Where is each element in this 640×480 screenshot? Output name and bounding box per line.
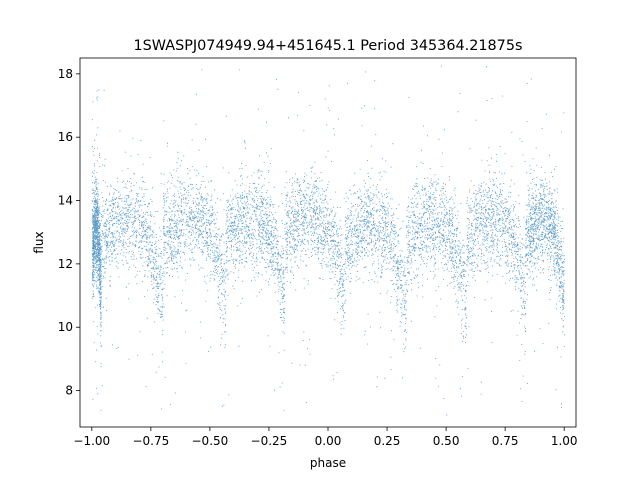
y-tick-label: 14 — [58, 194, 73, 208]
x-tick-label: 0.25 — [374, 434, 401, 448]
y-axis-label: flux — [32, 231, 46, 253]
x-axis-ticks: −1.00 −0.75 −0.50 −0.25 0.00 0.25 0.50 0.75 1.00 — [73, 427, 578, 448]
chart-title: 1SWASPJ074949.94+451645.1 Period 345364.… — [134, 38, 523, 54]
x-tick-label: −0.75 — [132, 434, 169, 448]
x-tick-label: 0.75 — [492, 434, 519, 448]
y-tick-label: 16 — [58, 130, 73, 144]
x-tick-label: 1.00 — [551, 434, 578, 448]
y-tick-label: 8 — [65, 384, 73, 398]
x-tick-label: 0.50 — [433, 434, 460, 448]
x-axis-label: phase — [310, 456, 346, 470]
x-tick-label: −0.50 — [192, 434, 229, 448]
y-axis-ticks: 8 10 12 14 16 18 — [58, 67, 80, 398]
y-tick-label: 18 — [58, 67, 73, 81]
y-tick-label: 12 — [58, 257, 73, 271]
y-tick-label: 10 — [58, 320, 73, 334]
x-tick-label: −1.00 — [73, 434, 110, 448]
x-tick-label: 0.00 — [315, 434, 342, 448]
x-tick-label: −0.25 — [251, 434, 288, 448]
